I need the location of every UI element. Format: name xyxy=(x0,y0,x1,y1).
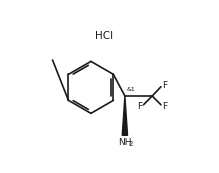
Text: F: F xyxy=(138,102,143,111)
Text: F: F xyxy=(162,81,168,90)
Text: 2: 2 xyxy=(128,141,132,147)
Polygon shape xyxy=(122,96,127,135)
Text: NH: NH xyxy=(118,138,132,147)
Text: &1: &1 xyxy=(127,87,135,92)
Text: F: F xyxy=(162,102,168,111)
Text: HCl: HCl xyxy=(95,31,113,41)
